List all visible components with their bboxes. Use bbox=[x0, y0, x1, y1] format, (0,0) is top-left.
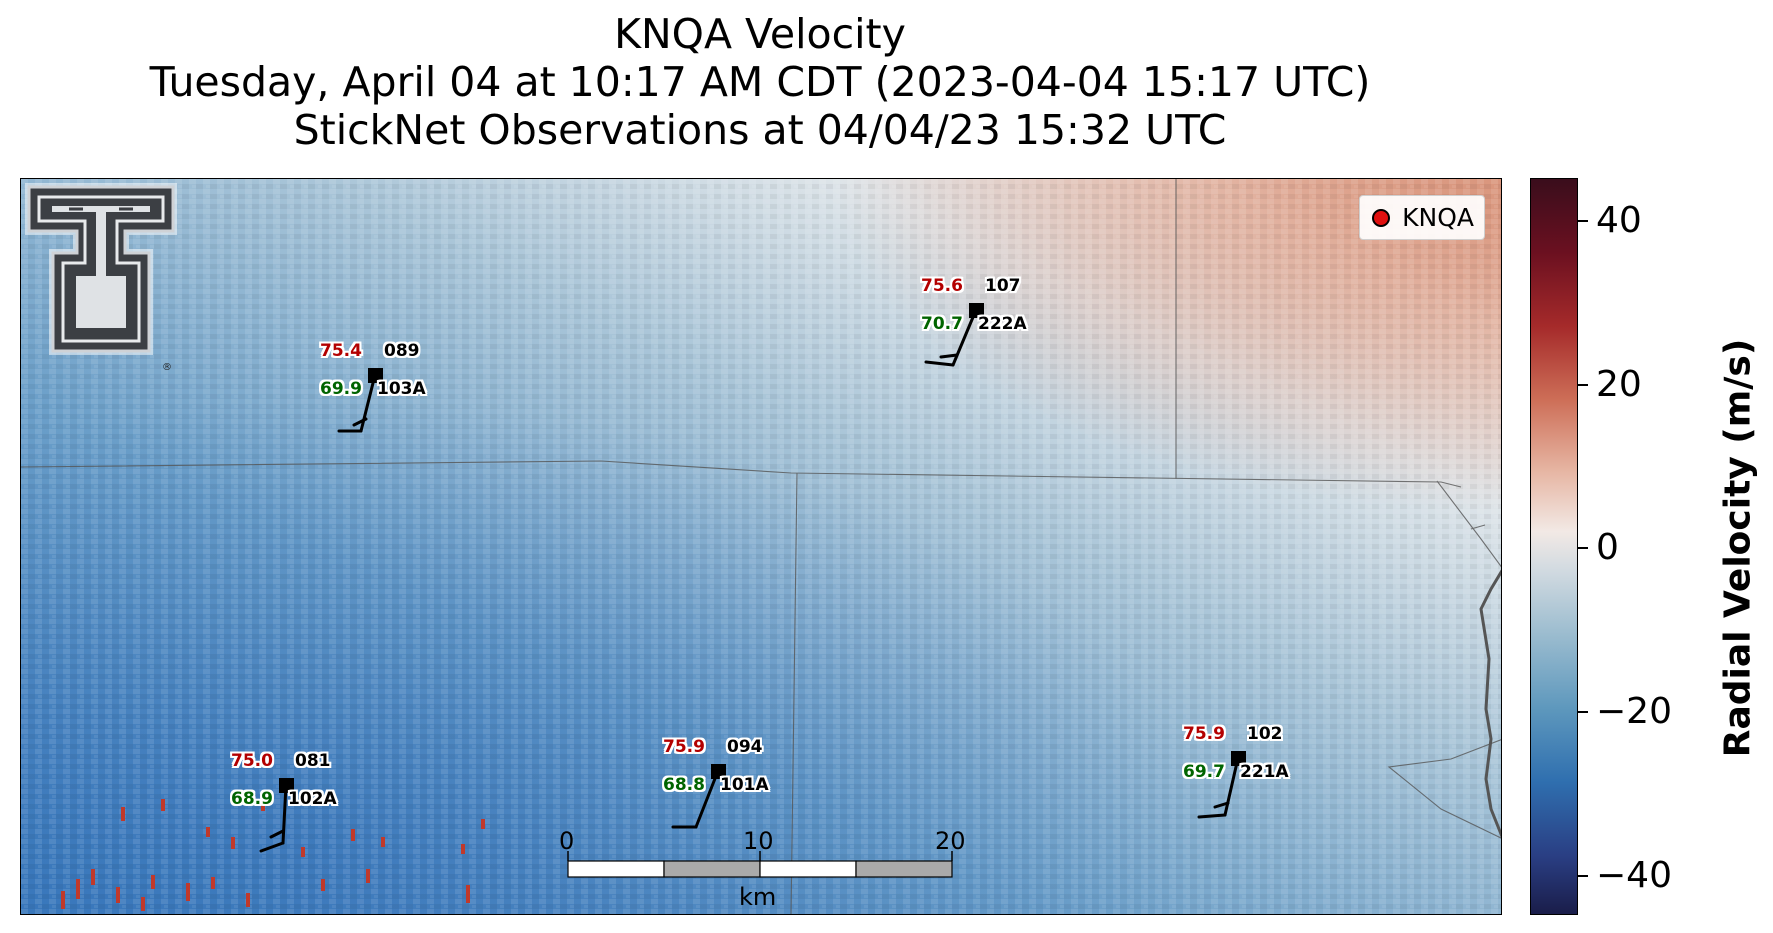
radar-background bbox=[21, 179, 1501, 914]
scale-tick-20: 20 bbox=[935, 827, 966, 855]
colorbar-tick bbox=[1578, 875, 1588, 877]
scale-bar bbox=[567, 851, 953, 878]
state-boundary bbox=[1479, 569, 1501, 839]
station-marker-icon bbox=[368, 368, 383, 383]
figure-title: KNQA Velocity Tuesday, April 04 at 10:17… bbox=[0, 10, 1520, 154]
colorbar-tick-label: −40 bbox=[1596, 855, 1672, 896]
wind-barb-089 bbox=[337, 373, 377, 433]
station-probe-id: 102A bbox=[288, 789, 337, 809]
legend-label: KNQA bbox=[1402, 203, 1474, 232]
station-probe-id: 221A bbox=[1240, 762, 1289, 782]
station-marker-icon bbox=[969, 303, 984, 318]
scale-tick-10: 10 bbox=[743, 827, 774, 855]
station-107: 75.6 107 70.7 222A bbox=[921, 276, 1027, 334]
wind-barb-107 bbox=[924, 308, 978, 367]
title-radar: KNQA Velocity bbox=[614, 10, 906, 58]
wind-barb-081 bbox=[259, 783, 288, 853]
colorbar-tick bbox=[1578, 547, 1588, 549]
colorbar-tick bbox=[1578, 384, 1588, 386]
colorbar-tick bbox=[1578, 220, 1588, 222]
colorbar-tick-label: 40 bbox=[1596, 200, 1642, 241]
station-temperature: 75.9 bbox=[663, 737, 705, 757]
station-probe-id: 222A bbox=[978, 314, 1027, 334]
red-echo-gates bbox=[61, 795, 485, 911]
wind-barb-094 bbox=[671, 769, 720, 829]
colorbar-tick-label: 0 bbox=[1596, 527, 1619, 568]
county-boundaries bbox=[21, 179, 1501, 914]
station-marker-icon bbox=[279, 778, 294, 793]
colorbar bbox=[1530, 178, 1578, 915]
station-temperature: 75.6 bbox=[921, 276, 963, 296]
station-dewpoint: 69.9 bbox=[320, 379, 362, 399]
station-102: 75.9 102 69.7 221A bbox=[1183, 724, 1289, 782]
station-dewpoint: 70.7 bbox=[921, 314, 963, 334]
station-probe-id: 101A bbox=[720, 775, 769, 795]
colorbar-label: Radial Velocity (m/s) bbox=[1717, 338, 1759, 758]
station-dewpoint: 69.7 bbox=[1183, 762, 1225, 782]
wind-barb-102 bbox=[1197, 756, 1240, 819]
knqa-radar-marker-icon bbox=[1372, 208, 1391, 227]
station-id: 107 bbox=[985, 276, 1021, 296]
station-temperature: 75.0 bbox=[231, 751, 273, 771]
title-observations: StickNet Observations at 04/04/23 15:32 … bbox=[293, 106, 1227, 154]
station-id: 081 bbox=[295, 751, 331, 771]
map-legend: KNQA bbox=[1359, 195, 1485, 240]
velocity-map: ® KNQA 75.4 089 69.9 103A 75.6 107 70.7 … bbox=[20, 178, 1502, 915]
station-temperature: 75.4 bbox=[320, 341, 362, 361]
station-id: 089 bbox=[384, 341, 420, 361]
title-datetime: Tuesday, April 04 at 10:17 AM CDT (2023-… bbox=[149, 58, 1371, 106]
station-id: 102 bbox=[1247, 724, 1283, 744]
registered-mark: ® bbox=[162, 362, 172, 373]
station-id: 094 bbox=[727, 737, 763, 757]
scale-tick-0: 0 bbox=[559, 827, 575, 855]
station-081: 75.0 081 68.9 102A bbox=[231, 751, 337, 809]
texas-tech-logo bbox=[25, 183, 177, 355]
station-probe-id: 103A bbox=[377, 379, 426, 399]
station-dewpoint: 68.8 bbox=[663, 775, 705, 795]
scale-unit: km bbox=[739, 883, 777, 911]
colorbar-tick-label: 20 bbox=[1596, 364, 1642, 405]
station-marker-icon bbox=[711, 764, 726, 779]
colorbar-gradient bbox=[1531, 179, 1577, 914]
colorbar-tick-label: −20 bbox=[1596, 691, 1672, 732]
station-marker-icon bbox=[1231, 751, 1246, 766]
station-089: 75.4 089 69.9 103A bbox=[320, 341, 426, 399]
wind-barbs bbox=[259, 308, 1240, 853]
station-094: 75.9 094 68.8 101A bbox=[663, 737, 769, 795]
station-dewpoint: 68.9 bbox=[231, 789, 273, 809]
double-t-icon bbox=[25, 183, 177, 355]
colorbar-tick bbox=[1578, 711, 1588, 713]
station-temperature: 75.9 bbox=[1183, 724, 1225, 744]
